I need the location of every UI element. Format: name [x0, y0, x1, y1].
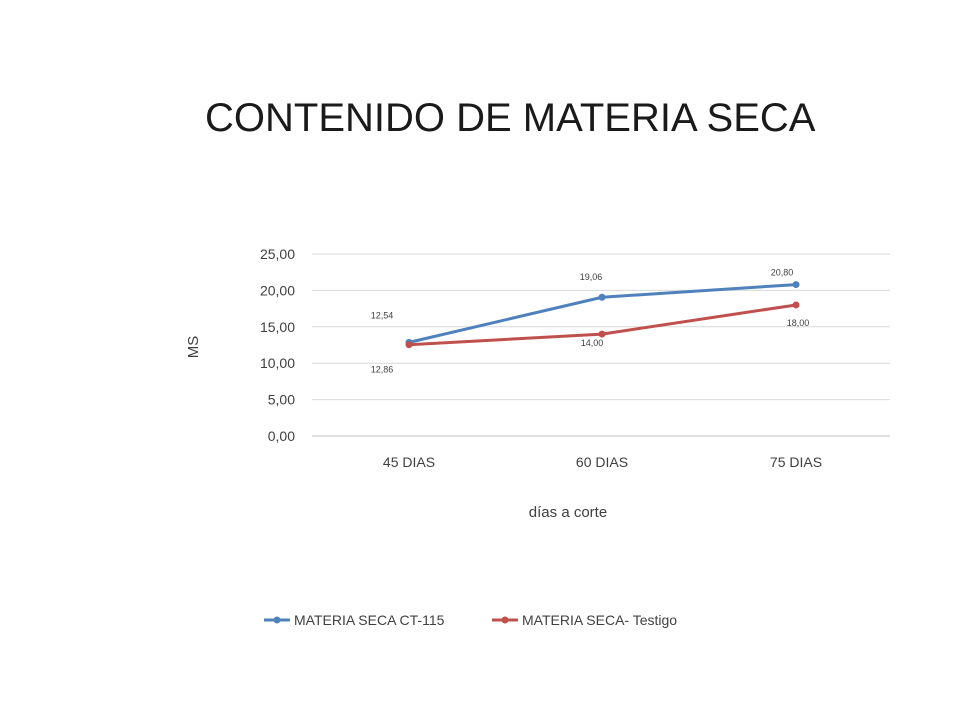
y-tick-label: 15,00: [260, 319, 295, 335]
y-tick-label: 10,00: [260, 355, 295, 371]
legend-swatch-marker: [273, 616, 281, 624]
legend-label: MATERIA SECA- Testigo: [522, 612, 677, 628]
y-tick-label: 0,00: [268, 428, 295, 444]
x-tick-label: 45 DIAS: [383, 454, 435, 470]
x-tick-label: 75 DIAS: [770, 454, 822, 470]
y-tick-label: 5,00: [268, 392, 295, 408]
data-label: 14,00: [581, 338, 604, 348]
data-point: [792, 281, 800, 289]
data-point: [598, 293, 606, 301]
y-tick-label: 20,00: [260, 282, 295, 298]
data-point: [405, 341, 413, 349]
legend-swatch-marker: [501, 616, 509, 624]
data-labels: 12,86 19,06 20,80 12,54 14,00 18,00: [371, 268, 810, 375]
data-label: 18,00: [787, 318, 810, 328]
data-point: [598, 330, 606, 338]
data-label: 20,80: [771, 268, 794, 278]
chart-title: CONTENIDO DE MATERIA SECA: [205, 96, 816, 140]
gridlines: [312, 253, 890, 437]
legend-label: MATERIA SECA CT-115: [294, 612, 445, 628]
data-label: 12,86: [371, 364, 394, 374]
data-label: 12,54: [371, 311, 394, 321]
x-tick-label: 60 DIAS: [576, 454, 628, 470]
legend: MATERIA SECA CT-115 MATERIA SECA- Testigo: [264, 612, 677, 628]
y-tick-label: 25,00: [260, 246, 295, 262]
data-point: [792, 301, 800, 309]
data-label: 19,06: [580, 272, 603, 282]
y-axis-ticks: 0,00 5,00 10,00 15,00 20,00 25,00: [260, 246, 295, 444]
y-axis-label: MS: [185, 336, 202, 359]
x-axis-label: días a corte: [529, 504, 607, 521]
series-group: [405, 281, 800, 349]
x-axis-ticks: 45 DIAS 60 DIAS 75 DIAS: [383, 454, 822, 470]
